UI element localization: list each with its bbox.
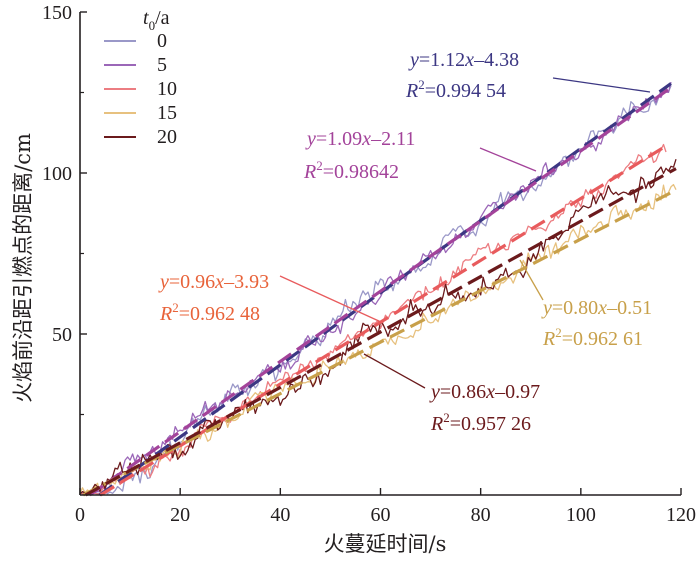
legend-label-20: 20	[157, 126, 177, 148]
fit-line-20	[84, 167, 677, 497]
fit-line-5	[88, 86, 672, 497]
x-tick-label-1: 20	[170, 504, 190, 526]
series-line-10	[79, 143, 667, 495]
x-tick-label-4: 80	[471, 504, 491, 526]
legend-title-sub: 0	[149, 18, 156, 33]
legend-label-5: 5	[157, 54, 167, 76]
x-tick-label-3: 60	[371, 504, 391, 526]
fit-line-15	[82, 188, 677, 497]
annotation-leader-15	[519, 259, 544, 301]
annotation-r2-10: R2=0.962 48	[159, 300, 260, 325]
annotation-r2-0: R2=0.994 54	[405, 77, 506, 102]
fit-line-10	[99, 144, 667, 497]
annotation-leader-10	[279, 275, 382, 323]
legend-label-0: 0	[157, 30, 167, 52]
legend-label-15: 15	[157, 102, 177, 124]
legend-title-main: t	[143, 7, 149, 29]
y-tick-label-2: 150	[42, 2, 72, 24]
annotation-leader-20	[363, 353, 426, 389]
annotation-layer: y=1.12x–4.38 R2=0.994 54 y=1.09x–2.11 R2…	[158, 49, 652, 435]
annotation-leader-0	[552, 77, 651, 93]
y-tick-label-0: 50	[52, 324, 72, 346]
y-tick-label-1: 100	[42, 163, 72, 185]
x-tick-label-0: 0	[75, 504, 85, 526]
annotation-eq-5: y=1.09x–2.11	[305, 128, 415, 150]
legend-title-tail: /a	[155, 7, 170, 29]
fit-layer	[82, 82, 677, 497]
annotation-r2-20: R2=0.957 26	[430, 410, 531, 435]
x-tick-label-6: 120	[666, 504, 696, 526]
annotation-r2-15: R2=0.962 61	[542, 325, 643, 350]
y-axis-title: 火焰前沿距引燃点的距离/cm	[11, 133, 35, 403]
annotation-leader-5	[479, 147, 537, 172]
legend-label-10: 10	[157, 78, 177, 100]
x-tick-label-5: 100	[566, 504, 596, 526]
annotation-eq-20: y=0.86x–0.97	[429, 381, 540, 403]
legend-title: t0/a	[143, 7, 170, 33]
x-tick-label-2: 40	[270, 504, 290, 526]
annotation-eq-0: y=1.12x–4.38	[408, 49, 519, 71]
annotation-eq-15: y=0.80x–0.51	[541, 297, 652, 319]
annotation-eq-10: y=0.96x–3.93	[158, 271, 269, 293]
annotation-r2-5: R2=0.98642	[303, 158, 399, 183]
x-axis-title: 火蔓延时间/s	[324, 532, 447, 556]
